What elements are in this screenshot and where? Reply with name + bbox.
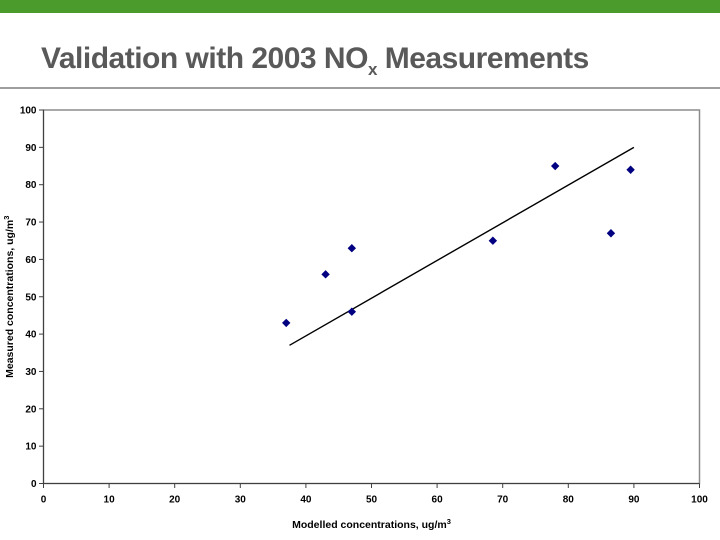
x-tick-label: 30 bbox=[235, 495, 247, 506]
scatter-point bbox=[282, 318, 291, 328]
x-tick-label: 20 bbox=[169, 495, 181, 506]
x-tick-label: 90 bbox=[628, 495, 640, 506]
top-accent-bar bbox=[0, 0, 720, 13]
scatter-point bbox=[626, 165, 635, 174]
page-title: Validation with 2003 NOx Measurements bbox=[41, 42, 590, 79]
title-divider bbox=[0, 87, 720, 89]
x-tick-label: 10 bbox=[104, 495, 116, 506]
x-tick-label: 100 bbox=[691, 495, 708, 506]
x-axis-ticks: 0 10 20 30 40 50 60 70 80 90 100 bbox=[41, 483, 708, 506]
y-tick-label: 60 bbox=[25, 255, 37, 266]
scatter-point bbox=[347, 307, 357, 316]
y-axis-ticks: 0 10 20 30 40 50 60 70 80 90 100 bbox=[20, 106, 44, 490]
y-tick-label: 30 bbox=[25, 367, 37, 378]
x-axis-title: Modelled concentrations, ug/m3 bbox=[292, 517, 451, 531]
data-points bbox=[282, 161, 635, 328]
y-tick-label: 40 bbox=[25, 330, 37, 341]
x-tick-label: 50 bbox=[366, 495, 378, 506]
trendline bbox=[289, 146, 635, 346]
y-tick-label: 80 bbox=[25, 180, 37, 191]
title-text-suffix: Measurements bbox=[376, 42, 590, 75]
scatter-point bbox=[550, 161, 560, 171]
y-tick-label: 100 bbox=[20, 106, 37, 117]
y-tick-label: 10 bbox=[25, 442, 37, 453]
y-tick-label: 70 bbox=[25, 218, 37, 229]
y-tick-label: 0 bbox=[31, 479, 37, 490]
scatter-point bbox=[347, 243, 357, 253]
title-text-prefix: Validation with 2003 NO bbox=[41, 42, 368, 75]
scatter-point bbox=[488, 236, 498, 245]
y-axis-title: Measured concentrations, ug/m3 bbox=[2, 216, 16, 378]
x-tick-label: 80 bbox=[563, 495, 575, 506]
x-tick-label: 0 bbox=[41, 495, 47, 506]
x-tick-label: 40 bbox=[300, 495, 312, 506]
y-tick-label: 90 bbox=[25, 143, 37, 154]
scatter-point bbox=[606, 229, 616, 238]
x-tick-label: 70 bbox=[497, 495, 509, 506]
y-tick-label: 50 bbox=[25, 292, 37, 303]
y-tick-label: 20 bbox=[25, 404, 37, 415]
x-tick-label: 60 bbox=[432, 495, 444, 506]
title-subscript: x bbox=[367, 60, 377, 79]
scatter-point bbox=[321, 270, 330, 279]
